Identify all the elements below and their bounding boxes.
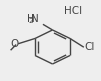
Text: Cl: Cl (85, 42, 95, 52)
Text: N: N (31, 14, 39, 24)
Text: H: H (27, 14, 35, 24)
Text: HCl: HCl (64, 6, 82, 16)
Text: 2: 2 (29, 18, 34, 24)
Text: O: O (11, 39, 19, 49)
